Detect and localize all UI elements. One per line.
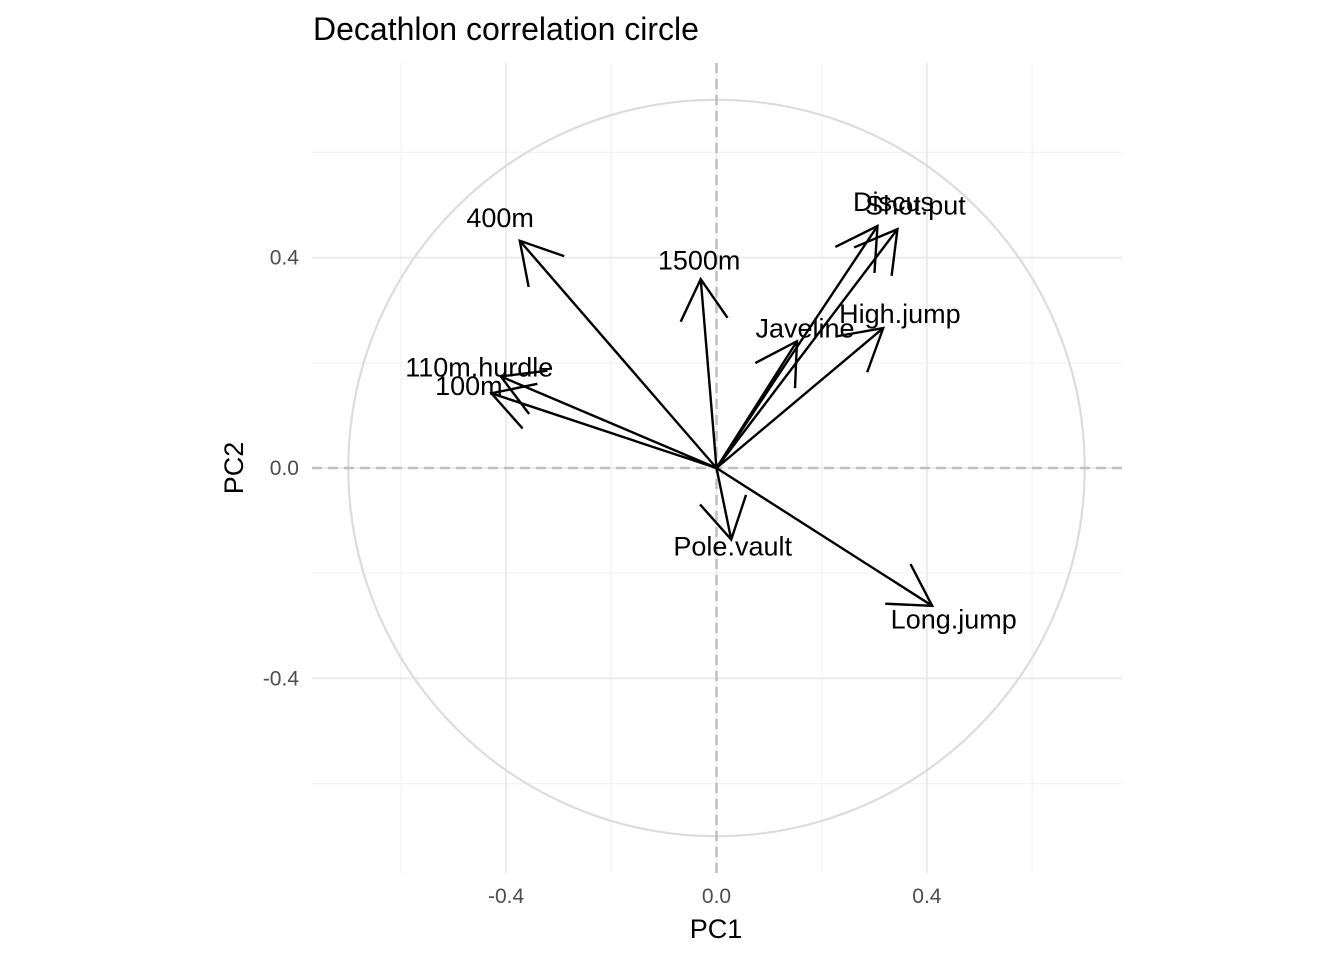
label-400m: 400m: [466, 203, 534, 233]
arrow-shot-put: [715, 228, 899, 469]
label-shot-put: Shot.put: [865, 190, 966, 220]
x-axis-ticks: -0.4 0.0 0.4: [488, 885, 942, 908]
label-110m-hurdle: 110m.hurdle: [405, 352, 553, 382]
label-100m: 100m: [435, 371, 503, 401]
label-javeline: Javeline: [755, 314, 854, 344]
arrow-long-jump: [715, 466, 933, 607]
variable-labels: 100m Long.jump Shot.put High.jump 400m 110m.h…: [405, 187, 1017, 635]
arrowhead-pole-vault: [699, 494, 748, 542]
x-tick-label: 0.0: [702, 885, 731, 908]
arrow-400m: [518, 239, 718, 469]
arrow-100m: [490, 392, 717, 470]
label-high-jump: High.jump: [839, 299, 961, 329]
arrow-pole-vault: [715, 467, 733, 540]
arrow-javeline: [715, 340, 798, 469]
arrow-1500m: [699, 279, 718, 469]
arrowhead-long-jump: [885, 563, 935, 608]
x-axis-title: PC1: [690, 914, 743, 944]
arrowhead-110m-hurdle: [498, 369, 548, 415]
label-long-jump: Long.jump: [891, 605, 1017, 635]
chart-title: Decathlon correlation circle: [313, 11, 699, 47]
arrowhead-high-jump: [836, 326, 886, 373]
arrowhead-discus: [834, 224, 879, 274]
x-tick-label: 0.4: [912, 885, 942, 908]
label-pole-vault: Pole.vault: [673, 532, 792, 562]
arrow-110m-hurdle: [500, 375, 717, 470]
y-tick-label: 0.0: [270, 457, 299, 480]
y-tick-label: -0.4: [263, 667, 300, 690]
y-tick-label: 0.4: [270, 247, 300, 270]
arrowhead-javeline: [754, 339, 799, 389]
x-tick-label: -0.4: [488, 885, 525, 908]
y-axis-title: PC2: [219, 442, 249, 495]
y-axis-ticks: -0.4 0.0 0.4: [263, 247, 300, 691]
variable-arrows: [489, 224, 935, 608]
arrowhead-1500m: [679, 276, 729, 323]
arrowhead-100m: [489, 382, 538, 430]
label-discus: Discus: [853, 187, 934, 217]
arrow-high-jump: [715, 327, 885, 469]
label-1500m: 1500m: [658, 245, 741, 275]
arrowhead-400m: [518, 238, 565, 288]
